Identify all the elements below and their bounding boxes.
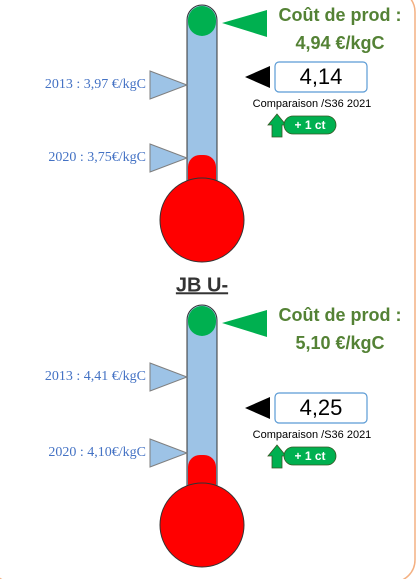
reference-label: 2020 : 3,75€/kgC — [48, 150, 146, 165]
current-value: 4,25 — [300, 395, 343, 420]
reference-label: 2013 : 4,41 €/kgC — [45, 369, 146, 384]
cost-value: 4,94 €/kgC — [295, 33, 384, 53]
cost-title: Coût de prod : — [279, 5, 402, 25]
cost-pointer — [222, 310, 267, 337]
change-label: + 1 ct — [294, 118, 325, 132]
reference-pointer — [150, 439, 187, 467]
cost-value: 5,10 €/kgC — [295, 333, 384, 353]
reference-pointer — [150, 144, 187, 172]
reference-label: 2013 : 3,97 €/kgC — [45, 77, 146, 92]
page: Coût de prod : 4,94 €/kgC 2013 : 3,97 €/kg… — [0, 0, 420, 579]
comparison-label: Comparaison /S36 2021 — [253, 429, 372, 441]
panel-name: JB U- — [176, 274, 228, 296]
current-value: 4,14 — [300, 64, 343, 89]
cost-title: Coût de prod : — [279, 305, 402, 325]
cost-pointer — [222, 10, 267, 37]
comparison-label: Comparaison /S36 2021 — [253, 98, 372, 110]
reference-pointer — [150, 71, 187, 99]
current-pointer — [245, 397, 270, 419]
up-arrow — [268, 114, 286, 137]
cap — [188, 6, 216, 36]
current-pointer — [245, 66, 270, 88]
up-arrow — [268, 445, 286, 468]
bulb — [160, 178, 244, 262]
change-label: + 1 ct — [294, 449, 325, 463]
bulb — [160, 483, 244, 567]
reference-pointer — [150, 363, 187, 391]
reference-label: 2020 : 4,10€/kgC — [48, 445, 146, 460]
cap — [188, 306, 216, 336]
infographic: Coût de prod : 4,94 €/kgC 2013 : 3,97 €/kg… — [0, 0, 420, 579]
